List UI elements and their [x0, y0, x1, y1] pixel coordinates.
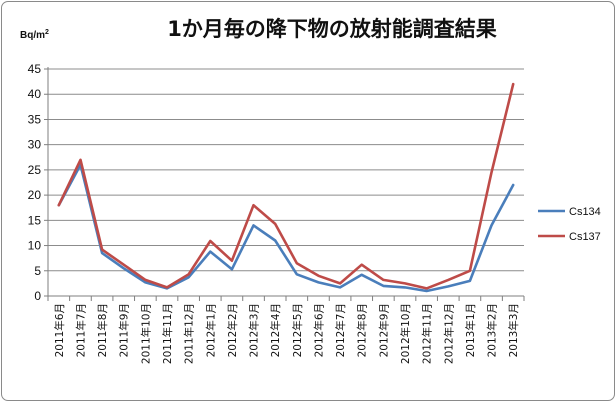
- x-tick-label: 2011年12月: [183, 303, 196, 364]
- x-tick-label: 2011年8月: [96, 303, 109, 357]
- x-tick-label: 2011年9月: [118, 303, 131, 357]
- x-tick-label: 2011年7月: [74, 303, 87, 357]
- x-tick-label: 2013年1月: [464, 303, 477, 357]
- x-tick-label: 2012年9月: [377, 303, 390, 357]
- x-tick-label: 2011年10月: [139, 303, 152, 364]
- x-tick-labels: 2011年6月 2011年7月 2011年8月 2011年9月 2011年10月 2011…: [53, 303, 520, 364]
- gridlines: [48, 68, 524, 272]
- x-tick-label: 2012年7月: [334, 303, 347, 357]
- y-tick-label: 35: [28, 112, 42, 126]
- y-tick-label: 5: [34, 264, 41, 278]
- x-tick-label: 2011年6月: [53, 303, 66, 357]
- y-tick-label: 45: [28, 62, 42, 76]
- legend-label-cs134: Cs134: [569, 206, 601, 218]
- legend: Cs134 Cs137: [538, 206, 601, 243]
- x-tick-label: 2011年11月: [161, 303, 174, 364]
- series-line-cs134: [57, 163, 515, 293]
- y-tick-label: 0: [34, 289, 41, 303]
- y-tick-label: 15: [28, 213, 42, 227]
- x-tick-label: 2012年11月: [421, 303, 434, 364]
- x-tick-label: 2012年2月: [226, 303, 239, 357]
- y-tick-label: 10: [28, 239, 42, 253]
- x-tick-label: 2013年3月: [507, 303, 520, 357]
- x-tick-label: 2012年3月: [248, 303, 261, 357]
- x-tick-label: 2013年2月: [486, 303, 499, 357]
- x-tick-label: 2012年5月: [291, 303, 304, 357]
- x-tick-label: 2012年1月: [204, 303, 217, 357]
- y-tick-label: 20: [28, 188, 42, 202]
- y-tick-label: 25: [28, 163, 42, 177]
- y-axis-unit-superscript: 2: [45, 29, 49, 36]
- y-axis-unit-base: Bq/m: [20, 30, 45, 41]
- x-tick-label: 2012年6月: [312, 303, 325, 357]
- x-tick-label: 2012年10月: [399, 303, 412, 364]
- x-tick-label: 2012年12月: [442, 303, 455, 364]
- x-tick-label: 2012年4月: [269, 303, 282, 357]
- x-tick-label: 2012年8月: [356, 303, 369, 357]
- chart-title: 1か月毎の降下物の放射能調査結果: [167, 17, 497, 41]
- legend-label-cs137: Cs137: [569, 231, 601, 243]
- y-axis-unit: Bq/m2: [20, 29, 49, 41]
- axes: [44, 67, 525, 301]
- y-tick-label: 40: [28, 87, 42, 101]
- series-line-cs137: [57, 82, 515, 290]
- series-lines: [57, 82, 515, 293]
- y-tick-labels: 0 5 10 15 20 25 30 35 40 45: [28, 62, 42, 303]
- y-tick-label: 30: [28, 138, 42, 152]
